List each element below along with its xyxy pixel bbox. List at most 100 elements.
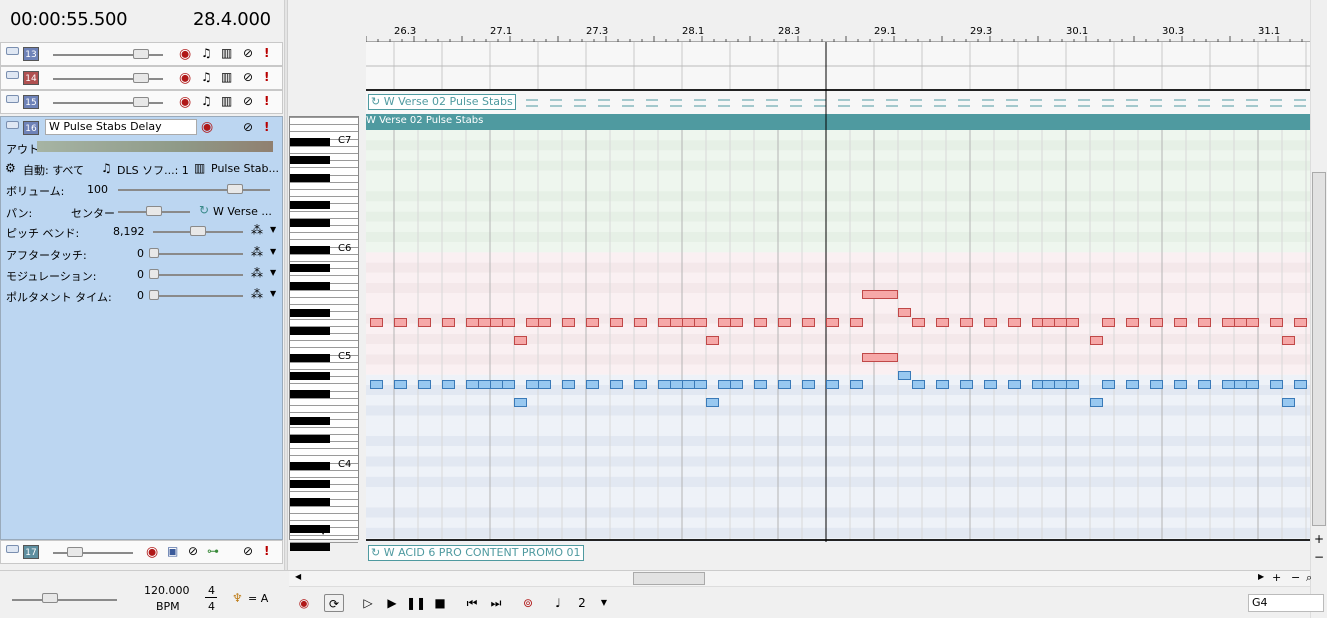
- loop-playback-icon[interactable]: ⟳: [324, 594, 344, 612]
- midi-note[interactable]: [418, 380, 431, 389]
- zoom-in-icon[interactable]: +: [1272, 571, 1282, 584]
- midi-note[interactable]: [586, 380, 599, 389]
- pause-icon[interactable]: ❚❚: [406, 596, 427, 610]
- slider-thumb[interactable]: [67, 547, 83, 557]
- black-key[interactable]: [290, 525, 330, 533]
- slider-thumb[interactable]: [227, 184, 243, 194]
- fx-chain-icon[interactable]: ⊶: [207, 544, 219, 558]
- midi-note[interactable]: [912, 380, 925, 389]
- midi-note[interactable]: [802, 318, 815, 327]
- timeline-ruler[interactable]: 26.3 27.1 27.3 28.1 28.3 29.1 29.3 30.1 …: [366, 0, 1310, 42]
- midi-note[interactable]: [562, 380, 575, 389]
- midi-note[interactable]: [1294, 318, 1307, 327]
- go-to-end-icon[interactable]: ⏭: [490, 596, 502, 610]
- black-key[interactable]: [290, 327, 330, 335]
- midi-note[interactable]: [850, 380, 863, 389]
- midi-note[interactable]: [706, 398, 719, 407]
- midi-note[interactable]: [394, 318, 407, 327]
- automation-icon[interactable]: ⚙: [5, 161, 16, 175]
- midi-note[interactable]: [936, 380, 949, 389]
- scroll-thumb[interactable]: [1312, 172, 1326, 526]
- black-key[interactable]: [290, 219, 330, 227]
- automation-mode[interactable]: 自動: すべて: [23, 164, 84, 177]
- zoom-out-icon[interactable]: −: [1314, 550, 1325, 564]
- midi-note[interactable]: [706, 336, 719, 345]
- midi-note[interactable]: [1102, 380, 1115, 389]
- scroll-up-arrow-icon[interactable]: ▲: [320, 371, 327, 380]
- black-key[interactable]: [290, 543, 330, 551]
- midi-note[interactable]: [1102, 318, 1115, 327]
- black-key[interactable]: [290, 156, 330, 164]
- black-key[interactable]: [290, 480, 330, 488]
- midi-note[interactable]: [538, 318, 551, 327]
- track-list-splitter[interactable]: [284, 0, 288, 618]
- envelope-icon[interactable]: ⁂: [251, 266, 263, 280]
- midi-note[interactable]: [610, 318, 623, 327]
- piano-icon[interactable]: ▥: [221, 46, 233, 60]
- midi-note[interactable]: [442, 380, 455, 389]
- black-key[interactable]: [290, 372, 330, 380]
- vertical-scrollbar[interactable]: + −: [1310, 0, 1327, 618]
- midi-note[interactable]: [936, 318, 949, 327]
- envelope-icon[interactable]: ⁂: [251, 223, 263, 237]
- midi-note[interactable]: [730, 318, 743, 327]
- dls-synth[interactable]: DLS ソフ...: 1: [117, 164, 189, 177]
- minimize-button[interactable]: [6, 121, 19, 129]
- dropdown-arrow-icon[interactable]: ▼: [270, 268, 277, 277]
- minimize-button[interactable]: [6, 95, 19, 103]
- midi-note[interactable]: [586, 318, 599, 327]
- black-key[interactable]: [290, 282, 330, 290]
- volume-slider[interactable]: [118, 189, 270, 191]
- midi-note[interactable]: [694, 318, 707, 327]
- input-monitor-icon[interactable]: ▣: [167, 544, 179, 558]
- midi-note[interactable]: [826, 318, 839, 327]
- midi-note[interactable]: [960, 380, 973, 389]
- track-header-17[interactable]: 17 ◉ ▣ ⊘ ⊶ ⊘ !: [0, 540, 283, 564]
- black-key[interactable]: [290, 174, 330, 182]
- pan-target[interactable]: W Verse ...: [213, 205, 272, 218]
- envelope-icon[interactable]: ⁂: [251, 245, 263, 259]
- midi-icon[interactable]: ♫: [201, 70, 212, 84]
- slider-thumb[interactable]: [133, 97, 149, 107]
- midi-note[interactable]: [562, 318, 575, 327]
- minimize-button[interactable]: [6, 47, 19, 55]
- black-key[interactable]: [290, 390, 330, 398]
- record-icon[interactable]: ◉: [298, 596, 310, 610]
- record-arm-icon[interactable]: ◉: [179, 94, 192, 110]
- record-arm-icon[interactable]: ◉: [179, 70, 192, 86]
- midi-note[interactable]: [514, 398, 527, 407]
- slider-thumb[interactable]: [149, 290, 159, 300]
- tempo-value[interactable]: 120.000: [144, 584, 190, 597]
- midi-note[interactable]: [1198, 380, 1211, 389]
- slider-thumb[interactable]: [190, 226, 206, 236]
- volume-slider[interactable]: [53, 102, 163, 104]
- midi-note[interactable]: [754, 380, 767, 389]
- midi-note[interactable]: [1270, 380, 1283, 389]
- track-header-16[interactable]: 16 W Pulse Stabs Delay ◉ ⊘ ! アウト ⚙ 自動: す…: [0, 116, 283, 540]
- envelope-icon[interactable]: ⁂: [251, 287, 263, 301]
- midi-note[interactable]: [1066, 380, 1079, 389]
- midi-note[interactable]: [370, 318, 383, 327]
- black-key[interactable]: [290, 138, 330, 146]
- instrument-name[interactable]: Pulse Stab...: [211, 162, 279, 175]
- track-header-14[interactable]: 14 ◉ ♫ ▥ ⊘ !: [0, 66, 283, 90]
- midi-note[interactable]: [634, 318, 647, 327]
- dropdown-arrow-icon[interactable]: ▼: [270, 247, 277, 256]
- dropdown-arrow-icon[interactable]: ▼: [600, 598, 608, 607]
- midi-icon[interactable]: ♫: [201, 46, 212, 60]
- play-from-start-icon[interactable]: ▷: [363, 596, 373, 610]
- stop-icon[interactable]: ■: [434, 596, 446, 610]
- midi-note[interactable]: [1008, 380, 1021, 389]
- midi-note[interactable]: [502, 318, 515, 327]
- midi-note[interactable]: [1174, 380, 1187, 389]
- solo-icon[interactable]: !: [264, 94, 270, 108]
- midi-note[interactable]: [1282, 336, 1295, 345]
- slider-thumb[interactable]: [149, 248, 159, 258]
- slider-thumb[interactable]: [146, 206, 162, 216]
- time-sig-bottom[interactable]: 4: [208, 600, 215, 613]
- midi-note[interactable]: [850, 318, 863, 327]
- count-in-icon[interactable]: 2: [578, 596, 586, 610]
- zoom-in-icon[interactable]: +: [1314, 532, 1325, 546]
- dropdown-arrow-icon[interactable]: ▼: [270, 225, 277, 234]
- midi-note[interactable]: [730, 380, 743, 389]
